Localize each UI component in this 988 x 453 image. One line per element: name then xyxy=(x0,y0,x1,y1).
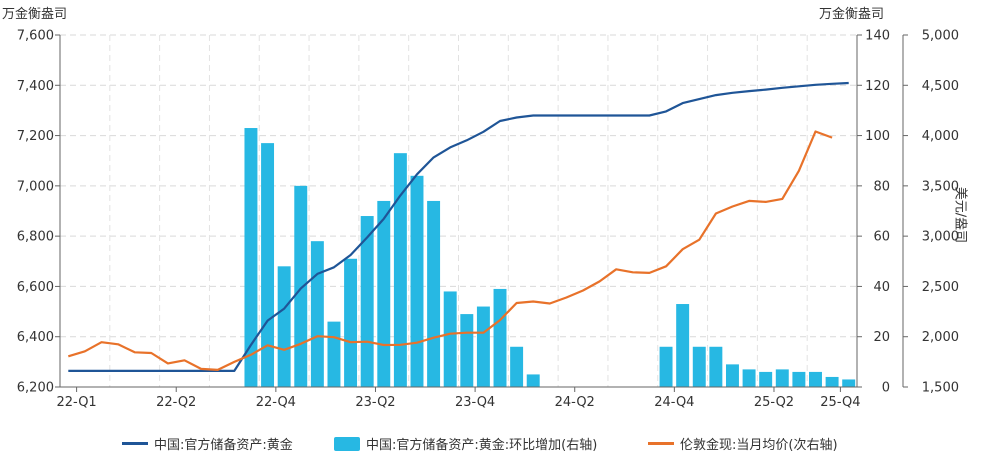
bar xyxy=(476,306,490,387)
legend-item-london-gold[interactable]: 伦敦金现:当月均价(次右轴) xyxy=(648,434,838,453)
legend-label-monthly-increase: 中国:官方储备资产:黄金:环比增加(右轴) xyxy=(366,438,598,453)
x-axis-tick-label: 25-Q4 xyxy=(820,395,860,410)
bar xyxy=(676,304,690,387)
bar xyxy=(842,379,856,387)
legend-item-reserve-total[interactable]: 中国:官方储备资产:黄金 xyxy=(122,434,293,453)
right-axis-tick-label: 0 xyxy=(882,381,890,396)
bar xyxy=(709,346,723,387)
bar xyxy=(443,291,457,387)
right2-axis-tick-label: 3,000 xyxy=(922,230,959,245)
bar xyxy=(360,216,374,387)
legend-swatch-monthly-increase xyxy=(334,436,360,451)
left-axis-tick-label: 7,200 xyxy=(17,129,54,144)
axes: 6,200 6,400 6,600 6,800 7,000 7,200 7,400 7,600… xyxy=(17,29,959,411)
left-axis-tick-label: 7,400 xyxy=(17,79,54,94)
legend-item-monthly-increase[interactable]: 中国:官方储备资产:黄金:环比增加(右轴) xyxy=(334,434,598,453)
bar xyxy=(510,346,524,387)
bar xyxy=(294,185,308,387)
right2-axis-tick-label: 1,500 xyxy=(922,381,959,396)
right-axis-tick-label: 20 xyxy=(873,330,890,345)
left-axis-tick-label: 6,800 xyxy=(17,230,54,245)
left-axis-tick-label: 6,400 xyxy=(17,330,54,345)
right-axis-tick-label: 100 xyxy=(865,129,890,144)
right2-axis-tick-label: 3,500 xyxy=(922,179,959,194)
legend-label-reserve-total: 中国:官方储备资产:黄金 xyxy=(154,438,293,453)
bar xyxy=(377,200,391,387)
right2-axis-tick-label: 4,000 xyxy=(922,129,959,144)
series-line-reserve-total xyxy=(68,81,849,372)
legend-swatch-reserve-total xyxy=(122,442,148,445)
left-axis-unit: 万金衡盎司 xyxy=(2,7,68,22)
bar xyxy=(493,288,507,387)
bar xyxy=(659,346,673,387)
right-axis-tick-label: 40 xyxy=(873,280,890,295)
left-axis-tick-label: 6,200 xyxy=(17,381,54,396)
right-axis-tick-label: 80 xyxy=(873,179,890,194)
grid-lines xyxy=(60,34,857,387)
x-axis-tick-label: 22-Q1 xyxy=(56,395,96,410)
bar xyxy=(742,369,756,387)
bar xyxy=(393,153,407,387)
bar xyxy=(692,346,706,387)
right2-axis-tick-label: 2,000 xyxy=(922,330,959,345)
left-axis-tick-label: 6,600 xyxy=(17,280,54,295)
bar xyxy=(759,371,773,387)
right2-axis-tick-label: 4,500 xyxy=(922,79,959,94)
bar xyxy=(244,128,258,387)
bar xyxy=(809,371,822,387)
right-axis-tick-label: 120 xyxy=(865,79,890,94)
bar xyxy=(526,374,540,387)
legend-label-london-gold: 伦敦金现:当月均价(次右轴) xyxy=(680,438,838,453)
x-axis-tick-label: 23-Q4 xyxy=(455,395,495,410)
right-axis-tick-label: 60 xyxy=(873,230,890,245)
bar xyxy=(792,371,806,387)
series-line-london-gold xyxy=(67,130,833,371)
bar xyxy=(427,200,441,387)
legend: 中国:官方储备资产:黄金 中国:官方储备资产:黄金:环比增加(右轴) 伦敦金现:… xyxy=(0,431,988,453)
bar xyxy=(310,241,324,387)
legend-swatch-london-gold xyxy=(648,442,674,445)
right2-axis-tick-label: 5,000 xyxy=(922,29,959,44)
right2-axis-unit: 美元/盎司 xyxy=(952,186,968,244)
left-axis-tick-label: 7,000 xyxy=(17,179,54,194)
x-axis-tick-label: 25-Q2 xyxy=(754,395,794,410)
x-axis-tick-label: 23-Q2 xyxy=(355,395,395,410)
bar xyxy=(261,143,275,387)
bar-series xyxy=(244,128,856,387)
line-series xyxy=(67,81,849,372)
x-axis-tick-label: 24-Q4 xyxy=(654,395,694,410)
bar xyxy=(825,376,839,387)
x-axis-tick-label: 22-Q4 xyxy=(256,395,296,410)
bar xyxy=(344,258,358,387)
left-axis-tick-label: 7,600 xyxy=(17,29,54,44)
bar xyxy=(410,175,424,387)
bar xyxy=(775,369,789,387)
bar xyxy=(460,314,474,387)
right-axis-unit: 万金衡盎司 xyxy=(819,7,885,22)
bar xyxy=(327,321,341,387)
right-axis-tick-label: 140 xyxy=(865,29,890,44)
bar xyxy=(277,266,291,387)
x-axis-tick-label: 24-Q2 xyxy=(555,395,595,410)
x-axis-tick-label: 22-Q2 xyxy=(156,395,196,410)
right2-axis-tick-label: 2,500 xyxy=(922,280,959,295)
bar xyxy=(725,364,739,387)
